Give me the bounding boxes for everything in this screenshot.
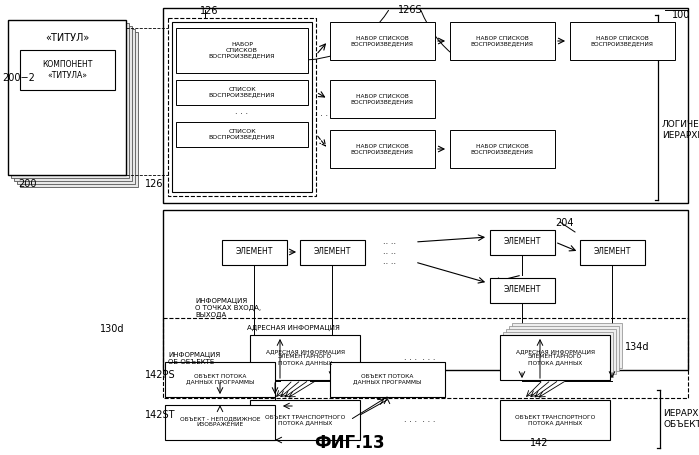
Text: НАБОР
СПИСКОВ
ВОСПРОИЗВЕДЕНИЯ: НАБОР СПИСКОВ ВОСПРОИЗВЕДЕНИЯ [209,42,275,58]
Text: ЭЛЕМЕНТ: ЭЛЕМЕНТ [236,248,273,257]
Text: .. ..: .. .. [384,258,396,267]
Bar [250,400,360,440]
Text: 134d: 134d [625,342,649,352]
Text: НАБОР СПИСКОВ
ВОСПРОИЗВЕДЕНИЯ: НАБОР СПИСКОВ ВОСПРОИЗВЕДЕНИЯ [351,144,413,154]
Bar [330,80,435,118]
Text: . . .: . . . [236,107,249,116]
Text: ОБЪЕКТ ТРАНСПОРТНОГО
ПОТОКА ДАННЫХ: ОБЪЕКТ ТРАНСПОРТНОГО ПОТОКА ДАННЫХ [265,415,345,425]
Text: ОБЪЕКТ - НЕПОДВИЖНОЕ
ИЗОБРАЖЕНИЕ: ОБЪЕКТ - НЕПОДВИЖНОЕ ИЗОБРАЖЕНИЕ [180,417,260,427]
Text: .. ..: .. .. [384,248,396,257]
Text: «ТИТУЛ»: «ТИТУЛ» [45,33,89,43]
Text: ОБЪЕКТ ТРАНСПОРТНОГО
ПОТОКА ДАННЫХ: ОБЪЕКТ ТРАНСПОРТНОГО ПОТОКА ДАННЫХ [515,415,595,425]
Bar [503,332,613,377]
Bar [580,240,645,265]
Text: ФИГ.13: ФИГ.13 [314,434,384,452]
Text: ОБЪЕКТ ПОТОКА
ДАННЫХ ПРОГРАММЫ: ОБЪЕКТ ПОТОКА ДАННЫХ ПРОГРАММЫ [186,374,254,384]
Text: АДРЕСНАЯ ИНФОРМАЦИЯ
ЭЛЕМЕНТАРНОГО
ПОТОКА ДАННЫХ: АДРЕСНАЯ ИНФОРМАЦИЯ ЭЛЕМЕНТАРНОГО ПОТОКА… [515,349,595,365]
Bar [163,210,688,370]
Bar [506,329,616,374]
Bar [17,29,135,184]
Bar [176,122,308,147]
Text: ИНФОРМАЦИЯ
О ТОЧКАХ ВХОДA,
ВЫХОДА: ИНФОРМАЦИЯ О ТОЧКАХ ВХОДA, ВЫХОДА [195,298,261,318]
Text: 142PS: 142PS [145,370,175,380]
Bar [450,22,555,60]
Bar [490,230,555,255]
Text: 126: 126 [145,179,164,189]
Text: 126S: 126S [398,5,422,15]
Bar [490,278,555,303]
Text: ЭЛЕМЕНТ: ЭЛЕМЕНТ [313,248,351,257]
Bar [330,362,445,397]
Bar [172,22,312,192]
Text: 200: 200 [18,179,36,189]
Bar [163,8,688,203]
Bar [512,323,622,368]
Text: ОБЪЕКТ ПОТОКА
ДАННЫХ ПРОГРАММЫ: ОБЪЕКТ ПОТОКА ДАННЫХ ПРОГРАММЫ [353,374,421,384]
Text: НАБОР СПИСКОВ
ВОСПРОИЗВЕДЕНИЯ: НАБОР СПИСКОВ ВОСПРОИЗВЕДЕНИЯ [470,35,533,46]
Bar [570,22,675,60]
Bar [176,80,308,105]
Text: 100: 100 [672,10,690,20]
Text: . . .: . . . [315,108,329,117]
Text: НАБОР СПИСКОВ
ВОСПРОИЗВЕДЕНИЯ: НАБОР СПИСКОВ ВОСПРОИЗВЕДЕНИЯ [591,35,654,46]
Bar [500,335,610,380]
Bar [14,26,132,181]
Bar [222,240,287,265]
Bar [330,22,435,60]
Text: ЭЛЕМЕНТ: ЭЛЕМЕНТ [503,238,541,247]
Bar [163,318,688,398]
Bar [500,400,610,440]
Text: ЛОГИЧЕСКАЯ
ИЕРАРХИЯ: ЛОГИЧЕСКАЯ ИЕРАРХИЯ [662,120,699,140]
Text: ЭЛЕМЕНТ: ЭЛЕМЕНТ [593,248,630,257]
Text: КОМПОНЕНТ
«ТИТУЛА»: КОМПОНЕНТ «ТИТУЛА» [42,61,92,80]
Bar [20,32,138,187]
Bar [8,20,126,175]
Text: . . .  . . .: . . . . . . [404,415,435,425]
Bar [165,405,275,440]
Text: НАБОР СПИСКОВ
ВОСПРОИЗВЕДЕНИЯ: НАБОР СПИСКОВ ВОСПРОИЗВЕДЕНИЯ [470,144,533,154]
Text: . . .  . . .: . . . . . . [404,353,435,362]
Bar [250,335,360,380]
Text: 130d: 130d [100,324,124,334]
Text: НАБОР СПИСКОВ
ВОСПРОИЗВЕДЕНИЯ: НАБОР СПИСКОВ ВОСПРОИЗВЕДЕНИЯ [351,35,413,46]
Bar [450,130,555,168]
Text: 204: 204 [555,218,573,228]
Bar [165,362,275,397]
Bar [20,50,115,90]
Text: 126: 126 [200,6,219,16]
Text: .. ..: .. .. [384,238,396,247]
Bar [176,28,308,73]
Bar [509,326,619,371]
Bar [11,23,129,178]
Text: ЭЛЕМЕНТ: ЭЛЕМЕНТ [503,285,541,294]
Text: 142ST: 142ST [145,410,175,420]
Text: НАБОР СПИСКОВ
ВОСПРОИЗВЕДЕНИЯ: НАБОР СПИСКОВ ВОСПРОИЗВЕДЕНИЯ [351,94,413,104]
Text: АДРЕСНАЯ ИНФОРМАЦИЯ
ЭЛЕМЕНТАРНОГО
ПОТОКА ДАННЫХ: АДРЕСНАЯ ИНФОРМАЦИЯ ЭЛЕМЕНТАРНОГО ПОТОКА… [266,349,345,365]
Text: СПИСОК
ВОСПРОИЗВЕДЕНИЯ: СПИСОК ВОСПРОИЗВЕДЕНИЯ [209,129,275,139]
Bar [168,18,316,196]
Text: 200−2: 200−2 [2,73,35,83]
Text: АДРЕСНАЯ ИНФОРМАЦИЯ: АДРЕСНАЯ ИНФОРМАЦИЯ [247,325,340,331]
Text: ИНФОРМАЦИЯ
ОБ ОБЪЕКТЕ: ИНФОРМАЦИЯ ОБ ОБЪЕКТЕ [168,351,220,364]
Bar [300,240,365,265]
Bar [330,130,435,168]
Text: ИЕРАРХИЯ
ОБЪЕКТОВ: ИЕРАРХИЯ ОБЪЕКТОВ [663,410,699,429]
Text: 142: 142 [530,438,549,448]
Text: СПИСОК
ВОСПРОИЗВЕДЕНИЯ: СПИСОК ВОСПРОИЗВЕДЕНИЯ [209,86,275,97]
